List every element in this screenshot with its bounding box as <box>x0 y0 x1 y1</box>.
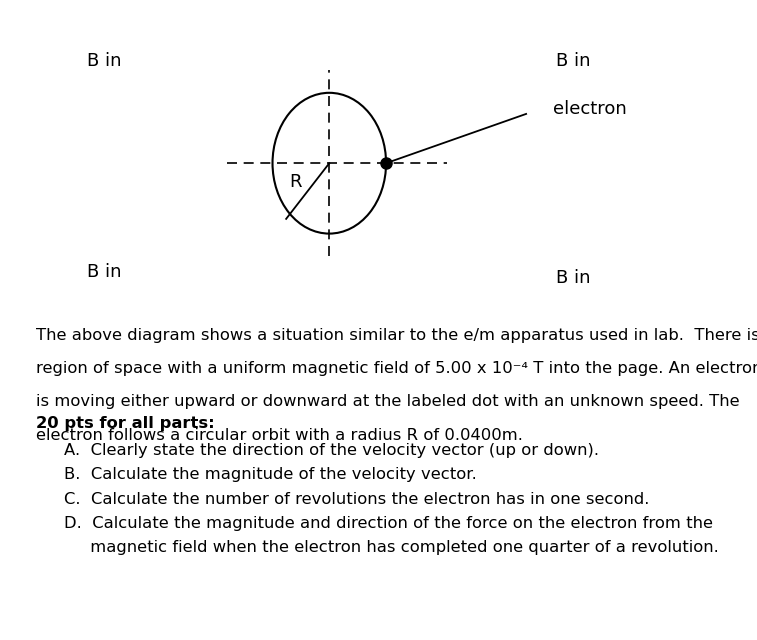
Text: B in: B in <box>556 269 591 287</box>
Text: region of space with a uniform magnetic field of 5.00 x 10⁻⁴ T into the page. An: region of space with a uniform magnetic … <box>36 361 757 376</box>
Text: magnetic field when the electron has completed one quarter of a revolution.: magnetic field when the electron has com… <box>64 540 719 555</box>
Text: electron: electron <box>553 100 626 118</box>
Text: B in: B in <box>87 263 122 281</box>
Text: B in: B in <box>87 52 122 70</box>
Text: A.  Clearly state the direction of the velocity vector (up or down).: A. Clearly state the direction of the ve… <box>64 443 600 458</box>
Text: is moving either upward or downward at the labeled dot with an unknown speed. Th: is moving either upward or downward at t… <box>36 394 740 409</box>
Text: B in: B in <box>556 52 591 70</box>
Text: The above diagram shows a situation similar to the e/m apparatus used in lab.  T: The above diagram shows a situation simi… <box>36 328 757 342</box>
Text: B.  Calculate the magnitude of the velocity vector.: B. Calculate the magnitude of the veloci… <box>64 467 477 482</box>
Text: C.  Calculate the number of revolutions the electron has in one second.: C. Calculate the number of revolutions t… <box>64 492 650 506</box>
Text: D.  Calculate the magnitude and direction of the force on the electron from the: D. Calculate the magnitude and direction… <box>64 516 713 531</box>
Text: 20 pts for all parts:: 20 pts for all parts: <box>36 416 215 431</box>
Text: R: R <box>289 173 301 191</box>
Text: electron follows a circular orbit with a radius R of 0.0400m.: electron follows a circular orbit with a… <box>36 428 523 442</box>
